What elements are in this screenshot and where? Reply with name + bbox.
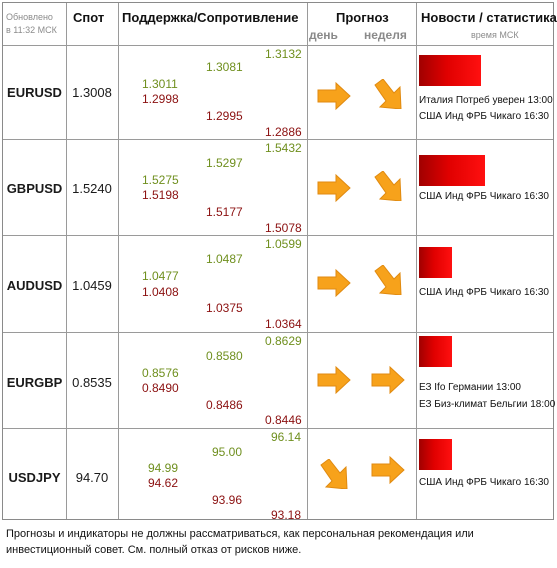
resistance-3: 1.3132 xyxy=(265,47,302,61)
resistance-1: 1.3011 xyxy=(142,77,178,91)
resistance-1: 94.99 xyxy=(148,461,179,475)
divider xyxy=(3,235,553,236)
disclaimer: Прогнозы и индикаторы не должны рассматр… xyxy=(6,528,474,556)
news-item: ЕЗ Биз-климат Бельгии 18:00 xyxy=(419,399,556,410)
support-3: 1.0364 xyxy=(265,317,302,331)
forecast-header: Прогноз xyxy=(336,10,389,25)
pair-name: EURUSD xyxy=(7,85,62,100)
news-intensity-bar xyxy=(419,55,481,86)
support-1: 1.2998 xyxy=(142,92,179,106)
resistance-3: 1.5432 xyxy=(265,141,302,155)
divider xyxy=(307,3,308,519)
pair-name: USDJPY xyxy=(8,470,61,485)
arrow-right-icon xyxy=(317,173,351,203)
news-intensity-bar xyxy=(419,336,452,367)
support-3: 1.2886 xyxy=(265,125,302,139)
resistance-2: 95.00 xyxy=(212,445,243,459)
divider xyxy=(3,428,553,429)
pair-name: GBPUSD xyxy=(6,181,63,196)
forecast-week-header: неделя xyxy=(364,28,407,42)
support-3: 0.8446 xyxy=(265,413,302,427)
arrow-right-icon xyxy=(317,81,351,111)
forecast-day-header: день xyxy=(309,28,338,42)
arrow-down-right-icon xyxy=(320,459,348,489)
pair-name: EURGBP xyxy=(6,375,63,390)
support-3: 1.5078 xyxy=(265,221,302,235)
news-intensity-bar xyxy=(419,247,452,278)
divider xyxy=(3,332,553,333)
resistance-2: 0.8580 xyxy=(206,349,243,363)
spot-price: 1.5240 xyxy=(72,181,112,196)
spot-price: 1.0459 xyxy=(72,278,112,293)
support-1: 1.5198 xyxy=(142,188,179,202)
resistance-3: 0.8629 xyxy=(265,334,302,348)
resistance-2: 1.3081 xyxy=(206,60,243,74)
news-item: США Инд ФРБ Чикаго 16:30 xyxy=(419,191,549,202)
updated-label: Обновлено xyxy=(6,12,53,22)
resistance-2: 1.5297 xyxy=(206,156,243,170)
news-intensity-bar xyxy=(419,439,452,470)
updated-time: в 11:32 МСК xyxy=(6,25,57,35)
support-2: 1.2995 xyxy=(206,109,243,123)
arrow-down-right-icon xyxy=(374,265,402,295)
support-2: 1.5177 xyxy=(206,205,243,219)
spot-price: 1.3008 xyxy=(72,85,112,100)
support-1: 94.62 xyxy=(148,476,179,490)
resistance-1: 0.8576 xyxy=(142,366,179,380)
news-item: США Инд ФРБ Чикаго 16:30 xyxy=(419,111,549,122)
divider xyxy=(118,3,119,519)
arrow-right-icon xyxy=(371,365,405,395)
support-1: 0.8490 xyxy=(142,381,179,395)
news-intensity-bar xyxy=(419,155,485,186)
divider xyxy=(3,139,553,140)
arrow-right-icon xyxy=(317,268,351,298)
spot-price: 94.70 xyxy=(75,470,109,485)
arrow-down-right-icon xyxy=(374,79,402,109)
news-item: США Инд ФРБ Чикаго 16:30 xyxy=(419,287,549,298)
resistance-3: 1.0599 xyxy=(265,237,302,251)
forecast-table: Обновлено в 11:32 МСК Спот Поддержка/Соп… xyxy=(2,2,557,522)
divider xyxy=(416,3,417,519)
divider xyxy=(3,45,553,46)
time-zone-label: время МСК xyxy=(471,30,519,40)
news-item: США Инд ФРБ Чикаго 16:30 xyxy=(419,477,549,488)
news-item: Италия Потреб уверен 13:00 xyxy=(419,95,553,106)
spot-price: 0.8535 xyxy=(72,375,112,390)
arrow-down-right-icon xyxy=(374,171,402,201)
support-2: 93.96 xyxy=(212,493,243,507)
arrow-right-icon xyxy=(371,455,405,485)
spot-header: Спот xyxy=(73,10,105,25)
support-3: 93.18 xyxy=(271,508,302,522)
resistance-2: 1.0487 xyxy=(206,252,243,266)
resistance-1: 1.5275 xyxy=(142,173,179,187)
news-header: Новости / статистика xyxy=(421,10,557,25)
divider xyxy=(66,3,67,519)
resistance-3: 96.14 xyxy=(271,430,302,444)
pair-name: AUDUSD xyxy=(6,278,63,293)
support-1: 1.0408 xyxy=(142,285,179,299)
news-item: ЕЗ Ifo Германии 13:00 xyxy=(419,382,521,393)
arrow-right-icon xyxy=(317,365,351,395)
support-2: 0.8486 xyxy=(206,398,243,412)
support-resistance-header: Поддержка/Сопротивление xyxy=(122,10,299,25)
resistance-1: 1.0477 xyxy=(142,269,179,283)
support-2: 1.0375 xyxy=(206,301,243,315)
